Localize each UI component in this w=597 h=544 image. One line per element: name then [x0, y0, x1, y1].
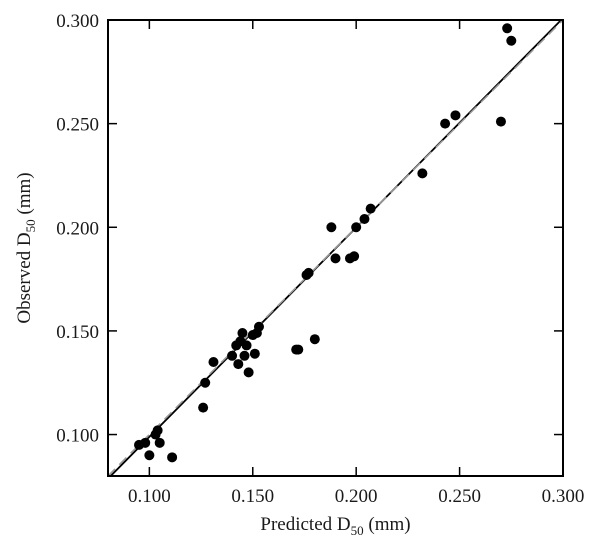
data-point	[293, 344, 304, 355]
data-point	[237, 327, 248, 338]
data-point	[326, 222, 337, 233]
y-tick-label: 0.200	[56, 218, 99, 239]
data-point	[154, 437, 165, 448]
data-point	[495, 116, 506, 127]
y-axis-title: Observed D50 (mm)	[14, 172, 38, 323]
data-point	[144, 450, 155, 461]
data-point	[208, 357, 219, 367]
x-axis: 0.100 0.150 0.200 0.250 0.300	[128, 20, 584, 507]
data-point	[365, 203, 376, 214]
data-point	[440, 118, 451, 129]
data-point	[359, 213, 370, 224]
y-axis-title-subscript: 50	[23, 219, 38, 232]
data-point	[349, 251, 360, 262]
plot-frame	[107, 19, 564, 477]
y-axis-title-main: Observed D	[14, 232, 35, 323]
data-point	[506, 35, 517, 46]
data-point	[241, 340, 252, 351]
x-tick-label: 0.250	[438, 486, 481, 507]
data-point	[303, 267, 314, 278]
y-axis-title-unit: (mm)	[14, 172, 35, 219]
data-point	[167, 452, 178, 463]
data-point	[243, 367, 254, 378]
data-point	[198, 402, 209, 413]
data-point	[200, 377, 211, 388]
data-point	[140, 437, 151, 448]
data-point	[502, 23, 513, 34]
data-point	[152, 425, 163, 436]
one-to-one-dashed-line	[108, 20, 563, 476]
data-point	[249, 348, 260, 359]
x-tick-label: 0.100	[128, 486, 171, 507]
plot-area	[108, 20, 563, 476]
data-point	[330, 253, 341, 264]
y-tick-label: 0.300	[56, 11, 99, 32]
data-point	[351, 222, 362, 233]
y-axis: 0.100 0.150 0.200 0.250 0.300	[56, 11, 563, 447]
y-tick-label: 0.150	[56, 322, 99, 343]
x-axis-title-subscript: 50	[351, 523, 364, 538]
data-point	[239, 350, 250, 361]
x-axis-title-main: Predicted D	[260, 514, 350, 535]
x-axis-title: Predicted D50 (mm)	[260, 514, 410, 538]
x-tick-label: 0.300	[542, 486, 585, 507]
data-point	[450, 110, 461, 121]
y-tick-label: 0.100	[56, 426, 99, 447]
data-point	[227, 350, 238, 361]
data-point	[233, 359, 244, 370]
x-axis-title-unit: (mm)	[364, 514, 411, 535]
data-point	[309, 334, 320, 345]
data-point	[253, 321, 264, 332]
data-point	[417, 168, 428, 179]
x-tick-label: 0.150	[231, 486, 274, 507]
x-tick-label: 0.200	[335, 486, 378, 507]
y-tick-label: 0.250	[56, 115, 99, 136]
